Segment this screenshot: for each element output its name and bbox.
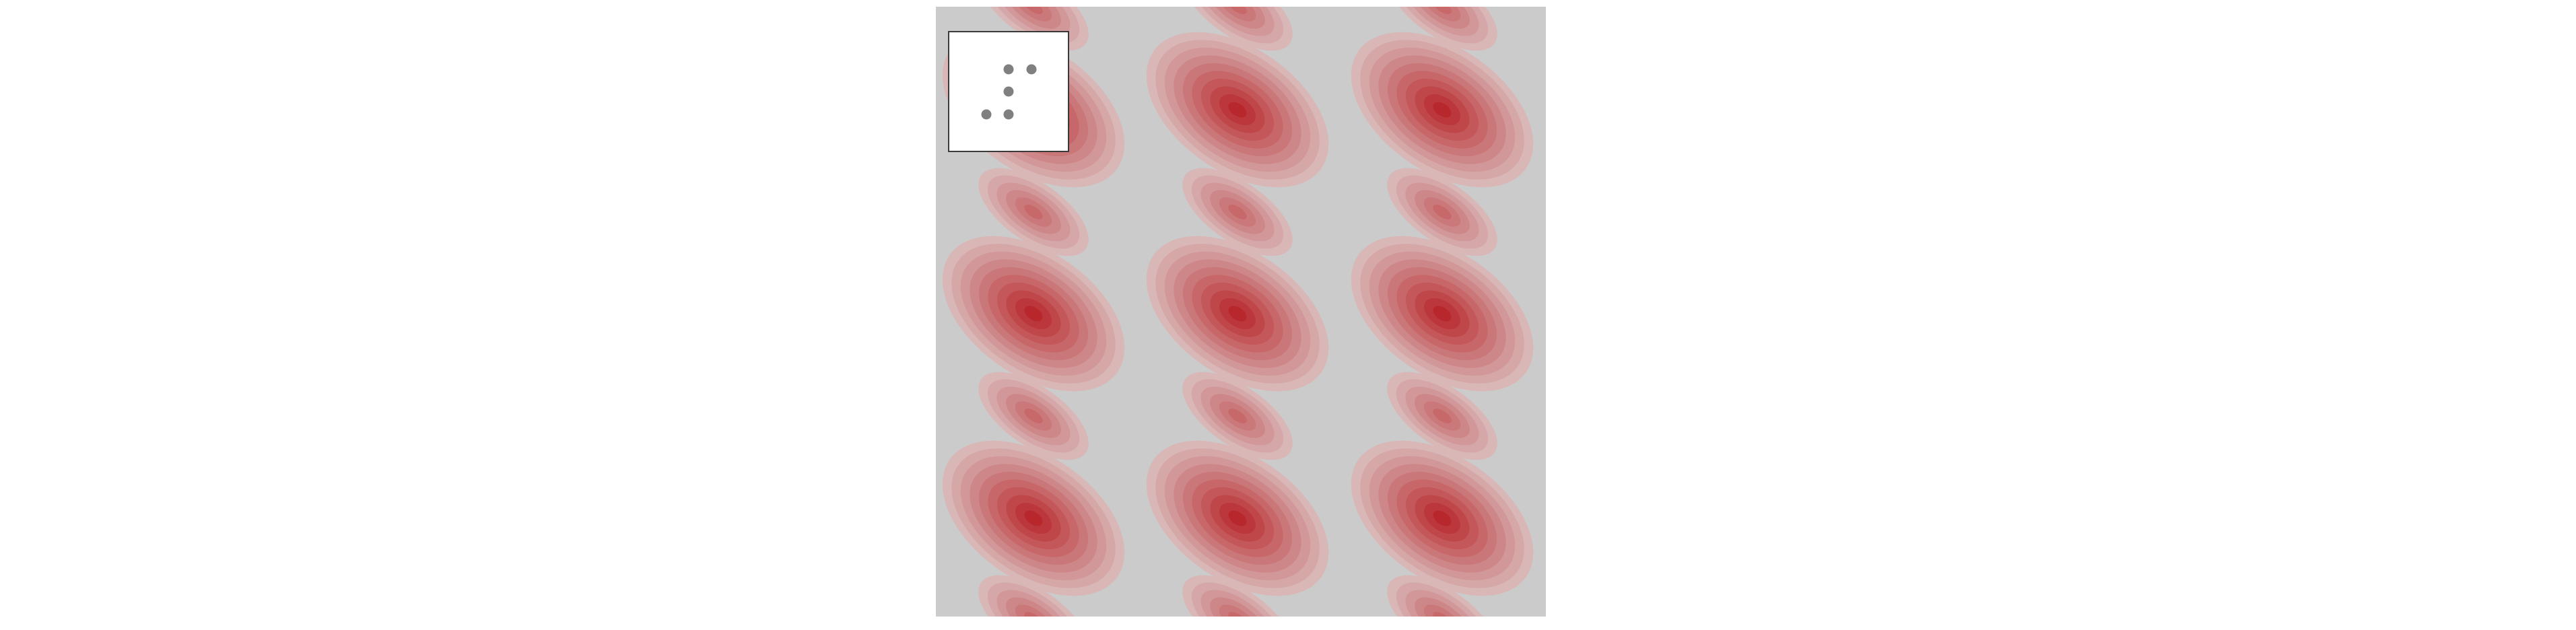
small-blob-2-3-contour [1433,612,1452,617]
small-blob-0-1 [978,168,1089,256]
small-blob-2-2 [1387,372,1497,460]
large-blob-1-3 [1146,440,1329,596]
small-blob-2-2-contour [1433,409,1452,423]
inset-dot [1026,64,1037,75]
small-blob-1-1-contour [1228,205,1247,219]
small-blob-0-2 [978,372,1089,460]
small-blob-0-0-contour [1024,7,1043,14]
large-blob-0-2-contour [1024,306,1043,322]
small-blob-2-0-contour [1433,7,1452,14]
small-blob-1-3-contour [1219,604,1256,617]
large-blob-2-3 [1351,440,1534,596]
large-blob-0-2 [942,236,1125,392]
small-blob-0-0 [978,7,1089,51]
small-blob-0-3 [978,575,1089,617]
large-blob-1-1 [1146,32,1329,188]
small-blob-1-1 [1182,168,1293,256]
large-blob-1-2-contour [1228,306,1247,322]
large-blob-2-3-contour [1433,510,1452,526]
large-blob-2-2-contour [1433,306,1452,322]
large-blob-1-3-contour [1228,510,1247,526]
large-blob-0-3-contour [1024,510,1043,526]
small-blob-2-0-contour [1423,7,1461,22]
dot-pattern-icon [981,64,1037,120]
inset-dot [1003,64,1014,75]
small-blob-2-0 [1387,7,1497,51]
small-blob-1-0-contour [1228,7,1247,14]
inset-dot [1003,109,1014,120]
small-blob-2-1-contour [1433,205,1452,219]
small-blob-2-3-contour [1423,604,1461,617]
small-blob-2-3 [1387,575,1497,617]
small-blob-1-2 [1182,372,1293,460]
large-blob-2-1 [1351,32,1534,188]
large-blob-2-1-contour [1433,102,1452,118]
small-blob-1-3 [1182,575,1293,617]
large-blob-1-1-contour [1228,102,1247,118]
small-blob-0-0-contour [1015,7,1052,22]
small-blob-0-1-contour [1024,205,1043,219]
inset-dot [981,109,992,120]
small-blob-0-2-contour [1024,409,1043,423]
small-blob-1-0 [1182,7,1293,51]
large-blob-0-3 [942,440,1125,596]
small-blob-0-3-contour [1024,612,1043,617]
small-blob-0-3-contour [1015,604,1052,617]
small-blob-1-3-contour [1228,612,1247,617]
small-blob-1-0-contour [1219,7,1256,22]
small-blob-2-1 [1387,168,1497,256]
large-blob-1-2 [1146,236,1329,392]
inset-thumbnail [948,31,1069,152]
small-blob-1-2-contour [1228,409,1247,423]
large-blob-2-2 [1351,236,1534,392]
pattern-canvas [936,7,1546,617]
inset-dot [1003,86,1014,97]
